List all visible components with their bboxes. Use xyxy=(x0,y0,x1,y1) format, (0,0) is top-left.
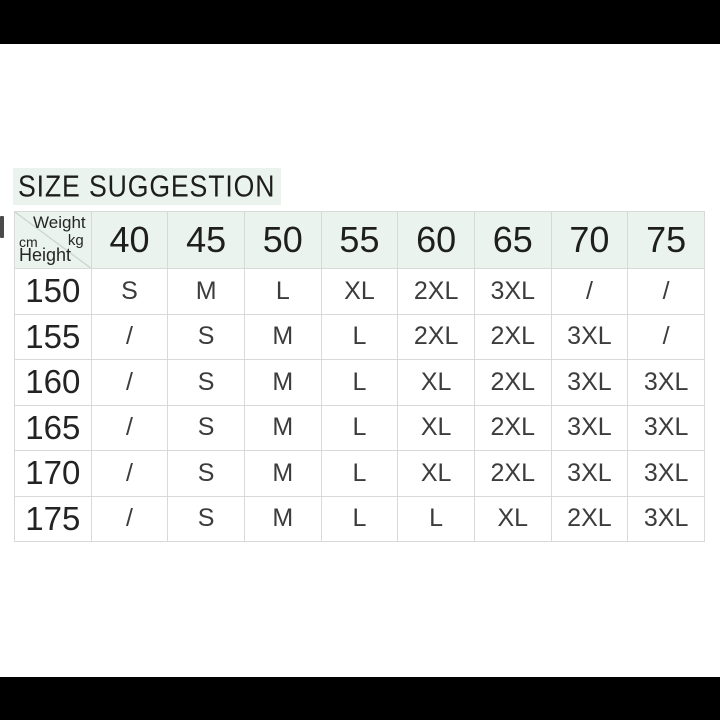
size-cell: M xyxy=(167,268,245,315)
corner-header-cell: Weight kg cm Height xyxy=(14,211,92,269)
table-row-155: 155 / S M L 2XL 2XL 3XL / xyxy=(14,313,705,360)
size-cell: 3XL xyxy=(473,268,552,315)
size-cell: 2XL xyxy=(397,268,475,315)
page-title: SIZE SUGGESTION xyxy=(18,167,276,203)
size-cell: 3XL xyxy=(627,450,705,497)
size-cell: / xyxy=(627,313,705,360)
size-cell: 3XL xyxy=(627,495,705,542)
letterbox-top xyxy=(0,0,720,44)
size-cell: 3XL xyxy=(627,359,705,406)
size-cell: L xyxy=(320,359,399,406)
size-cell: 2XL xyxy=(473,450,552,497)
size-cell: L xyxy=(397,495,475,542)
size-cell: L xyxy=(320,450,399,497)
page-title-highlight: SIZE SUGGESTION xyxy=(13,168,281,205)
size-cell: 3XL xyxy=(627,404,705,451)
table-header-row: Weight kg cm Height 40 45 50 55 60 65 70… xyxy=(14,211,705,269)
size-cell: / xyxy=(90,404,169,451)
size-cell: M xyxy=(243,359,322,406)
size-cell: / xyxy=(90,450,169,497)
size-cell: XL xyxy=(397,359,475,406)
col-header-weight-75: 75 xyxy=(627,211,705,269)
col-header-weight-50: 50 xyxy=(243,211,322,269)
corner-weight-label: Weight xyxy=(33,213,86,232)
size-cell: / xyxy=(90,359,169,406)
letterbox-bottom xyxy=(0,677,720,720)
size-cell: 3XL xyxy=(550,313,629,360)
corner-kg-unit: kg xyxy=(67,232,84,249)
size-cell: XL xyxy=(320,268,399,315)
size-cell: / xyxy=(90,495,169,542)
size-cell: L xyxy=(320,313,399,360)
size-cell: M xyxy=(243,495,322,542)
table-row-165: 165 / S M L XL 2XL 3XL 3XL xyxy=(14,404,705,451)
size-cell: / xyxy=(90,313,169,360)
table-row-150: 150 S M L XL 2XL 3XL / / xyxy=(14,268,705,315)
row-header-height: 160 xyxy=(14,359,92,406)
size-suggestion-table: Weight kg cm Height 40 45 50 55 60 65 70… xyxy=(14,211,705,542)
col-header-weight-55: 55 xyxy=(320,211,399,269)
row-header-height: 175 xyxy=(14,495,92,542)
size-cell: / xyxy=(627,268,705,315)
size-cell: 2XL xyxy=(397,313,475,360)
corner-cm-unit: cm xyxy=(19,234,38,250)
size-cell: S xyxy=(167,404,245,451)
size-cell: S xyxy=(167,495,245,542)
size-cell: XL xyxy=(397,404,475,451)
size-cell: 2XL xyxy=(473,313,552,360)
edge-artifact xyxy=(0,216,4,238)
col-header-weight-45: 45 xyxy=(167,211,245,269)
size-cell: 2XL xyxy=(473,404,552,451)
size-cell: M xyxy=(243,404,322,451)
size-cell: L xyxy=(320,495,399,542)
col-header-weight-60: 60 xyxy=(397,211,475,269)
size-cell: 2XL xyxy=(550,495,629,542)
size-cell: / xyxy=(550,268,629,315)
size-cell: 3XL xyxy=(550,450,629,497)
size-cell: XL xyxy=(473,495,552,542)
table-row-160: 160 / S M L XL 2XL 3XL 3XL xyxy=(14,359,705,406)
row-header-height: 155 xyxy=(14,313,92,360)
size-cell: 3XL xyxy=(550,359,629,406)
col-header-weight-65: 65 xyxy=(473,211,552,269)
size-cell: 2XL xyxy=(473,359,552,406)
table-row-170: 170 / S M L XL 2XL 3XL 3XL xyxy=(14,450,705,497)
size-cell: S xyxy=(167,359,245,406)
size-cell: M xyxy=(243,313,322,360)
size-cell: L xyxy=(243,268,322,315)
col-header-weight-70: 70 xyxy=(550,211,629,269)
size-cell: 3XL xyxy=(550,404,629,451)
row-header-height: 165 xyxy=(14,404,92,451)
row-header-height: 170 xyxy=(14,450,92,497)
table-row-175: 175 / S M L L XL 2XL 3XL xyxy=(14,495,705,542)
size-cell: S xyxy=(167,313,245,360)
size-cell: L xyxy=(320,404,399,451)
row-header-height: 150 xyxy=(14,268,92,315)
col-header-weight-40: 40 xyxy=(90,211,169,269)
size-cell: S xyxy=(167,450,245,497)
size-cell: M xyxy=(243,450,322,497)
size-cell: XL xyxy=(397,450,475,497)
size-cell: S xyxy=(90,268,169,315)
diagonal-divider-line xyxy=(15,212,91,268)
corner-height-label: Height xyxy=(19,245,72,266)
